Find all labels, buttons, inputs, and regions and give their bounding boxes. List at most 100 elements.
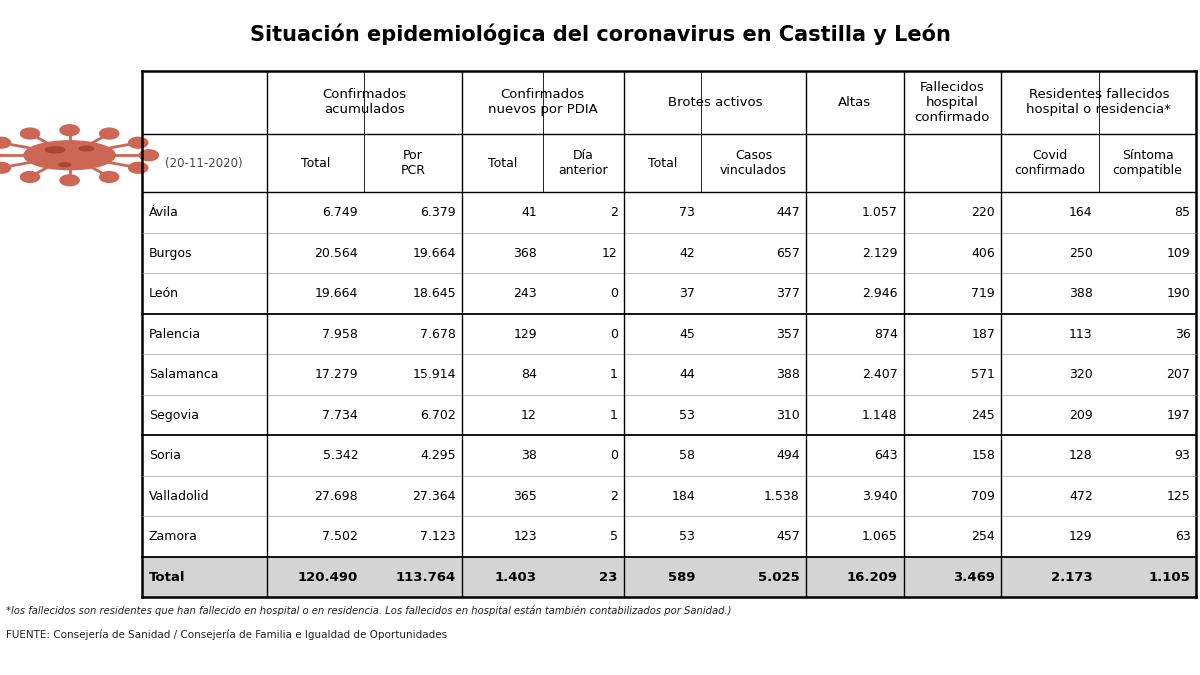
- Text: 23: 23: [599, 570, 618, 584]
- Text: 320: 320: [1069, 368, 1093, 381]
- Text: León: León: [149, 287, 179, 300]
- Text: 84: 84: [521, 368, 536, 381]
- Text: 457: 457: [776, 530, 800, 543]
- Text: Confirmados
nuevos por PDIA: Confirmados nuevos por PDIA: [488, 88, 598, 116]
- Text: 1.403: 1.403: [494, 570, 536, 584]
- Text: 254: 254: [972, 530, 995, 543]
- Text: 2.173: 2.173: [1051, 570, 1093, 584]
- Text: 109: 109: [1166, 246, 1190, 260]
- Text: 1.148: 1.148: [862, 408, 898, 422]
- Circle shape: [60, 175, 79, 186]
- Text: 128: 128: [1069, 449, 1093, 462]
- Text: 18.645: 18.645: [413, 287, 456, 300]
- Text: Burgos: Burgos: [149, 246, 192, 260]
- Text: 58: 58: [679, 449, 695, 462]
- Text: Total: Total: [487, 157, 517, 169]
- Text: 6.379: 6.379: [420, 206, 456, 219]
- Text: Casos
vinculados: Casos vinculados: [720, 149, 787, 177]
- Text: Por
PCR: Por PCR: [401, 149, 426, 177]
- Text: 0: 0: [610, 287, 618, 300]
- Text: Altas: Altas: [838, 96, 871, 109]
- Circle shape: [100, 171, 119, 182]
- Text: Día
anterior: Día anterior: [558, 149, 608, 177]
- Circle shape: [139, 150, 158, 161]
- Text: Covid
confirmado: Covid confirmado: [1014, 149, 1086, 177]
- Text: Total: Total: [648, 157, 677, 169]
- Text: 472: 472: [1069, 489, 1093, 503]
- Text: 125: 125: [1166, 489, 1190, 503]
- Text: 447: 447: [776, 206, 800, 219]
- Text: 45: 45: [679, 327, 695, 341]
- Text: 709: 709: [971, 489, 995, 503]
- Text: 874: 874: [874, 327, 898, 341]
- Text: Total: Total: [149, 570, 185, 584]
- Text: 2: 2: [610, 489, 618, 503]
- Bar: [142, 71, 1196, 597]
- Text: 19.664: 19.664: [413, 246, 456, 260]
- Text: 12: 12: [521, 408, 536, 422]
- Text: 120.490: 120.490: [298, 570, 359, 584]
- Text: 571: 571: [971, 368, 995, 381]
- Ellipse shape: [46, 147, 65, 153]
- Circle shape: [0, 137, 11, 148]
- Text: Valladolid: Valladolid: [149, 489, 210, 503]
- Text: 184: 184: [671, 489, 695, 503]
- Text: Fallecidos
hospital
confirmado: Fallecidos hospital confirmado: [914, 81, 990, 124]
- Text: 1.057: 1.057: [862, 206, 898, 219]
- Text: Zamora: Zamora: [149, 530, 198, 543]
- Text: 20.564: 20.564: [314, 246, 359, 260]
- Text: 0: 0: [610, 327, 618, 341]
- Text: 1.105: 1.105: [1148, 570, 1190, 584]
- Text: 190: 190: [1166, 287, 1190, 300]
- Text: 243: 243: [514, 287, 536, 300]
- Text: 187: 187: [971, 327, 995, 341]
- Text: 245: 245: [972, 408, 995, 422]
- Circle shape: [20, 128, 40, 139]
- Text: 2.129: 2.129: [862, 246, 898, 260]
- Text: 3.940: 3.940: [862, 489, 898, 503]
- Text: 5.342: 5.342: [323, 449, 359, 462]
- Text: 197: 197: [1166, 408, 1190, 422]
- Text: 209: 209: [1069, 408, 1093, 422]
- Text: 158: 158: [971, 449, 995, 462]
- Text: 1.538: 1.538: [764, 489, 800, 503]
- Text: 250: 250: [1069, 246, 1093, 260]
- Text: 719: 719: [972, 287, 995, 300]
- Text: 2: 2: [610, 206, 618, 219]
- Text: 36: 36: [1175, 327, 1190, 341]
- Text: 129: 129: [1069, 530, 1093, 543]
- Text: 5: 5: [610, 530, 618, 543]
- Text: 93: 93: [1175, 449, 1190, 462]
- Text: 1: 1: [610, 408, 618, 422]
- Ellipse shape: [79, 146, 94, 151]
- Text: 3.469: 3.469: [953, 570, 995, 584]
- Text: 44: 44: [679, 368, 695, 381]
- Text: FUENTE: Consejería de Sanidad / Consejería de Familia e Igualdad de Oportunidade: FUENTE: Consejería de Sanidad / Consejer…: [6, 630, 448, 641]
- Text: 1.065: 1.065: [862, 530, 898, 543]
- Text: 7.123: 7.123: [420, 530, 456, 543]
- Text: Salamanca: Salamanca: [149, 368, 218, 381]
- Circle shape: [128, 137, 148, 148]
- Text: 2.407: 2.407: [862, 368, 898, 381]
- Text: 377: 377: [776, 287, 800, 300]
- Text: Confirmados
acumulados: Confirmados acumulados: [322, 88, 407, 116]
- Text: 368: 368: [514, 246, 536, 260]
- Text: 38: 38: [521, 449, 536, 462]
- Text: 85: 85: [1175, 206, 1190, 219]
- Ellipse shape: [59, 163, 71, 167]
- Text: 41: 41: [521, 206, 536, 219]
- Text: 63: 63: [1175, 530, 1190, 543]
- Text: 5.025: 5.025: [758, 570, 800, 584]
- Text: 6.749: 6.749: [323, 206, 359, 219]
- Text: (20-11-2020): (20-11-2020): [166, 157, 242, 169]
- Text: 73: 73: [679, 206, 695, 219]
- Text: 15.914: 15.914: [413, 368, 456, 381]
- Text: 7.958: 7.958: [323, 327, 359, 341]
- Text: 53: 53: [679, 408, 695, 422]
- Text: 388: 388: [776, 368, 800, 381]
- Circle shape: [128, 163, 148, 173]
- Text: 4.295: 4.295: [420, 449, 456, 462]
- Text: 7.502: 7.502: [323, 530, 359, 543]
- Text: 27.698: 27.698: [314, 489, 359, 503]
- Text: Ávila: Ávila: [149, 206, 179, 219]
